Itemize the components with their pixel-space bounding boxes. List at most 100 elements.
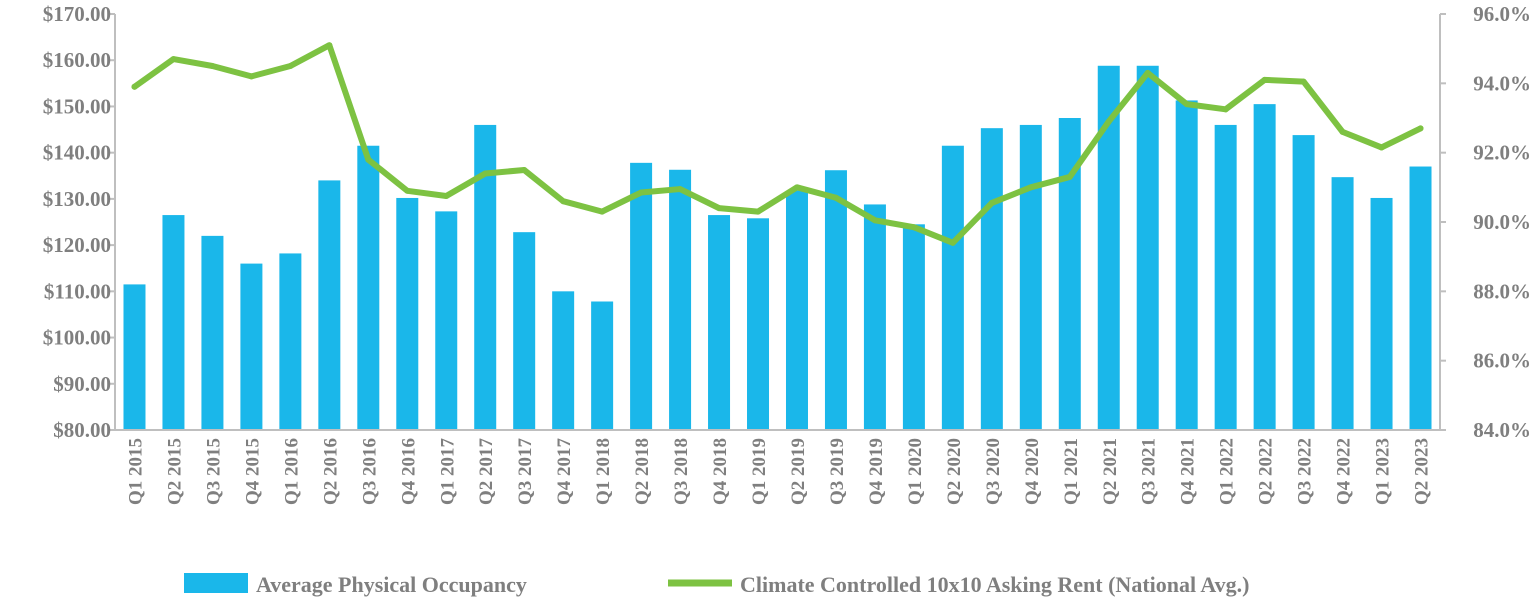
x-tick-label: Q2 2015 — [164, 438, 185, 505]
line-point — [1261, 76, 1268, 83]
bar — [318, 180, 341, 430]
left-tick-label: $140.00 — [43, 141, 111, 165]
line-point — [793, 184, 800, 191]
right-tick-label: 94.0% — [1473, 71, 1531, 95]
line-point — [209, 63, 216, 69]
line-point — [988, 199, 995, 206]
right-tick-label: 92.0% — [1473, 141, 1531, 165]
legend-line-label: Climate Controlled 10x10 Asking Rent (Na… — [740, 572, 1249, 597]
line-point — [482, 170, 489, 177]
x-tick-label: Q2 2018 — [632, 438, 653, 505]
right-tick-label: 96.0% — [1473, 2, 1531, 26]
line-point — [326, 42, 333, 49]
bar — [123, 284, 146, 430]
x-tick-label: Q1 2019 — [749, 438, 770, 505]
x-tick-label: Q4 2022 — [1334, 438, 1355, 505]
bar — [980, 128, 1003, 431]
bar — [1292, 135, 1315, 430]
bar — [669, 169, 692, 430]
x-tick-label: Q3 2021 — [1139, 438, 1160, 505]
bar — [474, 124, 497, 431]
line-point — [716, 205, 723, 212]
line-point — [1183, 101, 1190, 108]
bar — [1097, 65, 1120, 431]
x-tick-label: Q3 2019 — [827, 438, 848, 505]
line-point — [1222, 106, 1229, 113]
x-tick-label: Q2 2023 — [1412, 438, 1433, 505]
line-point — [1027, 184, 1034, 191]
bar — [591, 301, 614, 430]
x-tick-label: Q4 2016 — [398, 438, 419, 505]
right-tick-label: 84.0% — [1473, 418, 1531, 442]
left-axis-ticks: $80.00 $90.00 $100.00 $110.00 $120.00 $130.00… — [43, 2, 115, 442]
bar — [1214, 124, 1237, 431]
bar — [1331, 177, 1354, 430]
bar — [941, 145, 964, 431]
x-tick-label: Q2 2021 — [1100, 438, 1121, 505]
right-axis-ticks: 84.0% 86.0% 88.0% 90.0% 92.0% 94.0% 96.0% — [1440, 2, 1531, 442]
bar — [1409, 166, 1432, 430]
bar — [279, 253, 302, 430]
x-tick-label: Q4 2020 — [1022, 438, 1043, 505]
x-tick-label: Q4 2021 — [1178, 438, 1199, 505]
x-tick-label: Q1 2022 — [1217, 438, 1238, 505]
bar — [863, 204, 886, 430]
bar — [1175, 100, 1198, 430]
x-tick-label: Q1 2020 — [905, 438, 926, 505]
bar — [357, 145, 380, 431]
line-point — [170, 56, 177, 63]
left-tick-label: $90.00 — [53, 372, 111, 396]
x-tick-label: Q3 2022 — [1295, 438, 1316, 505]
bar — [435, 211, 458, 430]
bar — [201, 235, 224, 430]
bar-series — [123, 65, 1432, 431]
line-point — [521, 167, 528, 173]
left-tick-label: $110.00 — [44, 279, 111, 303]
line-point — [638, 189, 645, 196]
x-tick-label: Q2 2016 — [320, 438, 341, 505]
line-point — [443, 193, 450, 199]
left-tick-label: $130.00 — [43, 187, 111, 211]
bar — [1253, 104, 1276, 430]
line-point — [131, 83, 138, 90]
x-tick-label: Q2 2019 — [788, 438, 809, 505]
bar — [824, 170, 847, 431]
legend-bar-label: Average Physical Occupancy — [256, 572, 527, 597]
line-point — [755, 208, 762, 215]
line-point — [248, 73, 255, 80]
left-tick-label: $120.00 — [43, 233, 111, 257]
bar — [747, 218, 770, 430]
left-tick-label: $170.00 — [43, 2, 111, 26]
line-point — [1300, 78, 1307, 85]
line-point — [560, 198, 567, 205]
right-tick-label: 90.0% — [1473, 210, 1531, 234]
x-tick-label: Q2 2020 — [944, 438, 965, 505]
x-tick-label: Q3 2020 — [983, 438, 1004, 505]
x-tick-label: Q4 2018 — [710, 438, 731, 505]
line-point — [1339, 128, 1346, 135]
bar — [552, 291, 575, 430]
x-tick-label: Q4 2015 — [242, 438, 263, 505]
line-point — [287, 63, 294, 69]
x-tick-label: Q3 2017 — [515, 438, 536, 506]
legend-bar-swatch — [184, 573, 248, 593]
x-tick-label: Q4 2017 — [554, 438, 575, 506]
left-tick-label: $150.00 — [43, 94, 111, 118]
bar — [708, 215, 731, 430]
line-point — [910, 224, 917, 231]
bar — [513, 232, 536, 430]
x-tick-label: Q3 2015 — [203, 438, 224, 505]
bar — [1136, 65, 1159, 431]
right-tick-label: 88.0% — [1473, 279, 1531, 303]
left-tick-label: $100.00 — [43, 326, 111, 350]
bar — [240, 263, 263, 430]
bar — [162, 215, 185, 430]
line-point — [871, 217, 878, 224]
rent-line — [131, 42, 1424, 246]
x-tick-label: Q3 2018 — [671, 438, 692, 505]
bar — [785, 190, 808, 430]
left-tick-label: $80.00 — [53, 418, 111, 442]
x-axis-ticks: Q1 2015 Q2 2015 Q3 2015 Q4 2015 Q1 2016 Q2 20… — [125, 438, 1432, 506]
